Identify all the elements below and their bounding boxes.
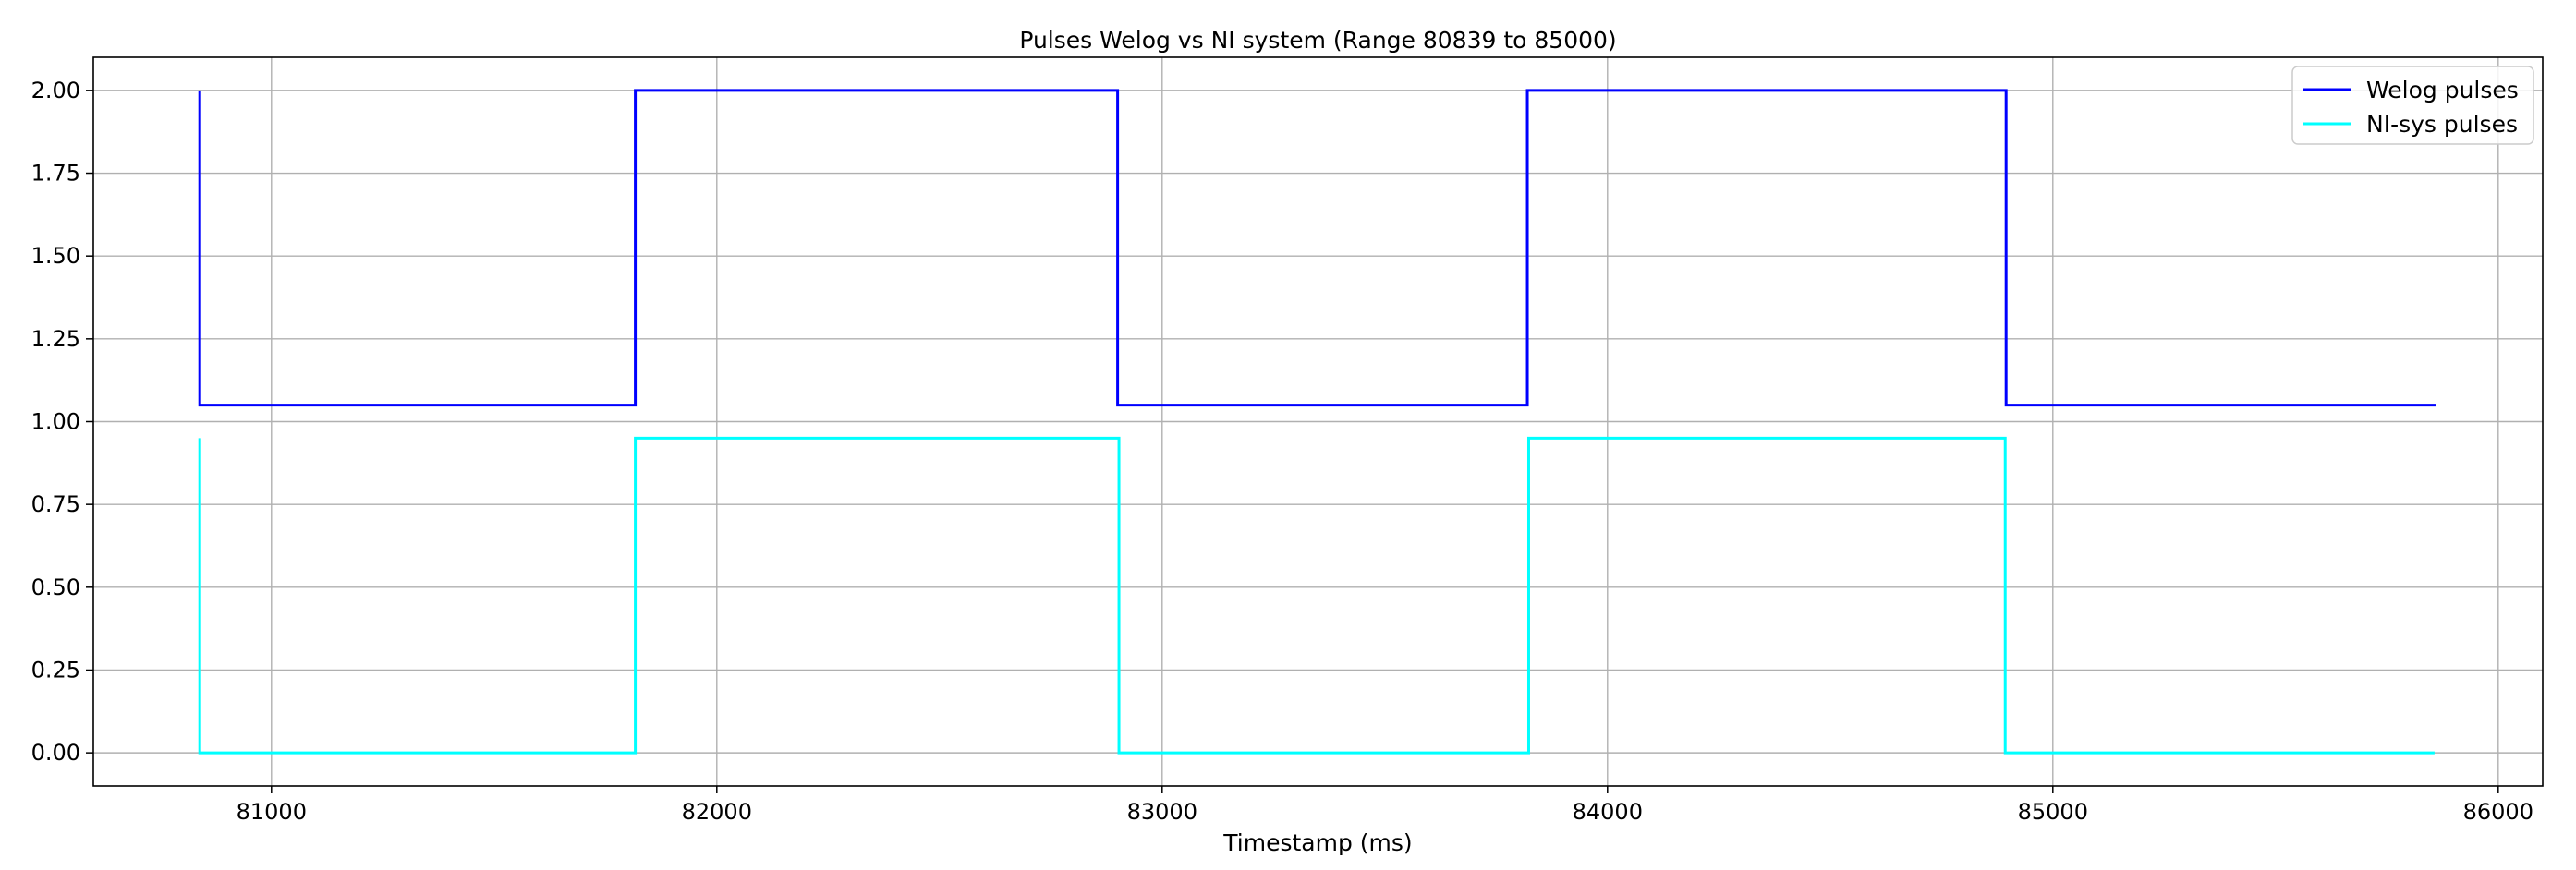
series-layer <box>198 89 2436 755</box>
y-tick-label: 0.50 <box>31 574 80 600</box>
chart-title: Pulses Welog vs NI system (Range 80839 t… <box>1019 27 1616 54</box>
series-line-welog <box>198 89 2436 407</box>
x-axis-label: Timestamp (ms) <box>1222 829 1412 856</box>
x-tick-label: 84000 <box>1573 799 1643 825</box>
x-tick-label: 82000 <box>682 799 752 825</box>
x-tick-label: 86000 <box>2463 799 2533 825</box>
legend-box <box>2291 66 2534 145</box>
y-tick-label: 2.00 <box>31 78 80 103</box>
y-tick-label: 0.25 <box>31 657 80 683</box>
y-tick-label: 0.75 <box>31 491 80 517</box>
legend-entry: NI-sys pulses <box>2366 111 2518 138</box>
grid-layer <box>93 57 2543 786</box>
x-tick-label: 85000 <box>2018 799 2088 825</box>
legend-entry: Welog pulses <box>2366 77 2519 103</box>
tick-layer: 81000 82000 83000 84000 85000 86000 0.00 0.25 0.… <box>31 78 2533 825</box>
y-tick-label: 1.00 <box>31 409 80 435</box>
y-tick-label: 1.50 <box>31 243 80 269</box>
y-tick-label: 0.00 <box>31 740 80 766</box>
legend: Welog pulses NI-sys pulses <box>2291 66 2534 145</box>
x-tick-label: 83000 <box>1127 799 1197 825</box>
y-tick-label: 1.75 <box>31 161 80 187</box>
y-tick-label: 1.25 <box>31 326 80 352</box>
x-tick-label: 81000 <box>237 799 307 825</box>
series-line-ni-sys <box>198 436 2435 755</box>
